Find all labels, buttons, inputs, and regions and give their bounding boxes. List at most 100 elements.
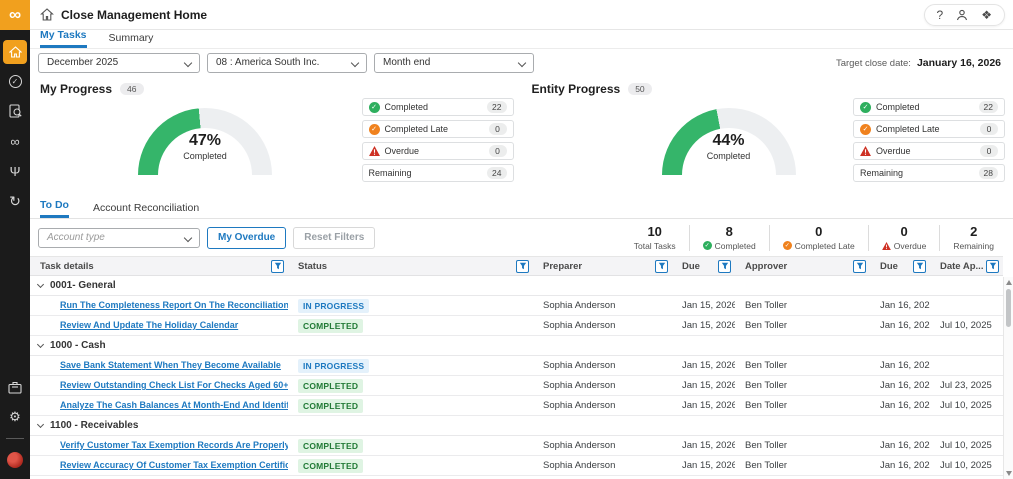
- task-link[interactable]: Save Bank Statement When They Become Ava…: [60, 360, 281, 370]
- tab-account-reconciliation[interactable]: Account Reconciliation: [93, 202, 199, 218]
- stat-completed-late: 0 ✓Completed Late: [769, 225, 868, 251]
- col-due-preparer: Due: [672, 257, 735, 275]
- my-progress-caption: Completed: [138, 151, 272, 161]
- legend-overdue[interactable]: Overdue0: [853, 142, 1005, 160]
- progress-section: My Progress 46 47% Completed ✓Completed2…: [30, 76, 1013, 196]
- filter-funnel-icon[interactable]: [271, 260, 284, 273]
- sidebar-item-settings[interactable]: ⚙: [0, 402, 30, 432]
- scroll-down-arrow[interactable]: [1006, 471, 1012, 476]
- check-circle-green-icon: ✓: [703, 241, 712, 250]
- top-bar: Close Management Home ? ❖: [30, 0, 1013, 30]
- filter-funnel-icon[interactable]: [655, 260, 668, 273]
- sidebar-item-tasks[interactable]: ✓: [0, 66, 30, 96]
- main-tabs: My Tasks Summary: [30, 30, 1013, 49]
- status-badge: COMPLETED: [298, 319, 363, 333]
- task-link[interactable]: Review Accuracy Of Customer Tax Exemptio…: [60, 460, 288, 470]
- check-circle-green-icon: ✓: [369, 102, 380, 113]
- my-progress-gauge: 47% Completed: [138, 108, 272, 178]
- table-row: Verify Customer Tax Exemption Records Ar…: [30, 436, 1003, 456]
- vertical-scrollbar[interactable]: [1003, 277, 1013, 479]
- entity-select[interactable]: 08 : America South Inc.: [207, 53, 367, 73]
- sidebar-item-infinity[interactable]: ∞: [0, 126, 30, 156]
- sidebar-divider: [6, 438, 24, 439]
- chevron-down-icon: [184, 233, 192, 241]
- status-badge: COMPLETED: [298, 379, 363, 393]
- my-progress-percent: 47%: [138, 132, 272, 150]
- filter-funnel-icon[interactable]: [986, 260, 999, 273]
- task-link[interactable]: Review And Update The Holiday Calendar: [60, 320, 238, 330]
- check-circle-orange-icon: ✓: [860, 124, 871, 135]
- infinity-icon: ∞: [10, 134, 19, 149]
- filter-funnel-icon[interactable]: [853, 260, 866, 273]
- warning-triangle-icon: [369, 146, 380, 156]
- check-circle-orange-icon: ✓: [369, 124, 380, 135]
- sidebar-item-profile[interactable]: [0, 445, 30, 475]
- sidebar-item-workflow[interactable]: Ψ: [0, 156, 30, 186]
- account-type-select[interactable]: Account type: [38, 228, 200, 248]
- filter-funnel-icon[interactable]: [718, 260, 731, 273]
- stat-total-tasks: 10 Total Tasks: [621, 225, 689, 251]
- warning-triangle-icon: [860, 146, 871, 156]
- task-stats: 10 Total Tasks 8 ✓Completed 0 ✓Completed…: [621, 225, 1007, 251]
- sidebar-item-briefcase[interactable]: [0, 372, 30, 402]
- group-row-general[interactable]: 0001- General: [30, 276, 1003, 296]
- col-approver: Approver: [735, 257, 870, 275]
- filter-funnel-icon[interactable]: [516, 260, 529, 273]
- help-button[interactable]: ?: [937, 8, 944, 22]
- home-outline-icon: [40, 8, 54, 21]
- my-overdue-button[interactable]: My Overdue: [207, 227, 286, 249]
- target-close-date: Target close date:January 16, 2026: [836, 57, 1005, 69]
- entity-progress-title: Entity Progress: [532, 82, 621, 96]
- sparkle-button[interactable]: ❖: [981, 8, 992, 22]
- entity-progress-panel: Entity Progress 50 44% Completed ✓Comple…: [522, 76, 1013, 196]
- tab-summary[interactable]: Summary: [109, 32, 154, 48]
- main-area: Close Management Home ? ❖ My Tasks Summa…: [30, 0, 1013, 479]
- group-row-receivables[interactable]: 1100 - Receivables: [30, 416, 1003, 436]
- table-row: Review Outstanding Check List For Checks…: [30, 376, 1003, 396]
- group-row-cash[interactable]: 1000 - Cash: [30, 336, 1003, 356]
- scroll-up-arrow[interactable]: [1006, 280, 1012, 285]
- sidebar-item-review[interactable]: [0, 96, 30, 126]
- legend-completed[interactable]: ✓Completed22: [853, 98, 1005, 116]
- schedule-select[interactable]: Month end: [374, 53, 534, 73]
- chevron-down-icon: [37, 341, 44, 348]
- legend-completed-late[interactable]: ✓Completed Late0: [362, 120, 514, 138]
- legend-completed[interactable]: ✓Completed22: [362, 98, 514, 116]
- task-link[interactable]: Review Outstanding Check List For Checks…: [60, 380, 288, 390]
- entity-progress-percent: 44%: [662, 132, 796, 150]
- sidebar-item-currency-sync[interactable]: ↻: [0, 186, 30, 216]
- task-link[interactable]: Run The Completeness Report On The Recon…: [60, 300, 288, 310]
- my-progress-panel: My Progress 46 47% Completed ✓Completed2…: [30, 76, 522, 196]
- document-search-icon: [9, 104, 22, 118]
- check-circle-orange-icon: ✓: [783, 241, 792, 250]
- left-sidebar: ∞ ✓ ∞ Ψ ↻ ⚙: [0, 0, 30, 479]
- task-link[interactable]: Verify Customer Tax Exemption Records Ar…: [60, 440, 288, 450]
- tab-to-do[interactable]: To Do: [40, 199, 69, 218]
- col-due-approver: Due: [870, 257, 930, 275]
- user-button[interactable]: [956, 9, 968, 21]
- tab-my-tasks[interactable]: My Tasks: [40, 29, 87, 48]
- stat-completed: 8 ✓Completed: [689, 225, 769, 251]
- status-badge: IN PROGRESS: [298, 299, 369, 313]
- legend-overdue[interactable]: Overdue0: [362, 142, 514, 160]
- sync-icon: ↻: [9, 193, 21, 210]
- legend-completed-late[interactable]: ✓Completed Late0: [853, 120, 1005, 138]
- chevron-down-icon: [37, 281, 44, 288]
- table-header: Task details Status Preparer Due Approve…: [30, 256, 1003, 276]
- user-avatar: [7, 452, 23, 468]
- period-select[interactable]: December 2025: [38, 53, 200, 73]
- status-badge: IN PROGRESS: [298, 359, 369, 373]
- legend-remaining[interactable]: Remaining24: [362, 164, 514, 182]
- scrollbar-thumb[interactable]: [1006, 289, 1011, 327]
- sidebar-item-home[interactable]: [0, 38, 30, 66]
- status-badge: COMPLETED: [298, 399, 363, 413]
- col-status: Status: [288, 257, 533, 275]
- task-link[interactable]: Analyze The Cash Balances At Month-End A…: [60, 400, 288, 410]
- filter-funnel-icon[interactable]: [913, 260, 926, 273]
- home-icon: [3, 40, 27, 64]
- col-date-approved: Date Ap...: [930, 257, 1003, 275]
- table-row: Analyze The Cash Balances At Month-End A…: [30, 396, 1003, 416]
- reset-filters-button[interactable]: Reset Filters: [293, 227, 375, 249]
- legend-remaining[interactable]: Remaining28: [853, 164, 1005, 182]
- chevron-down-icon: [351, 58, 359, 66]
